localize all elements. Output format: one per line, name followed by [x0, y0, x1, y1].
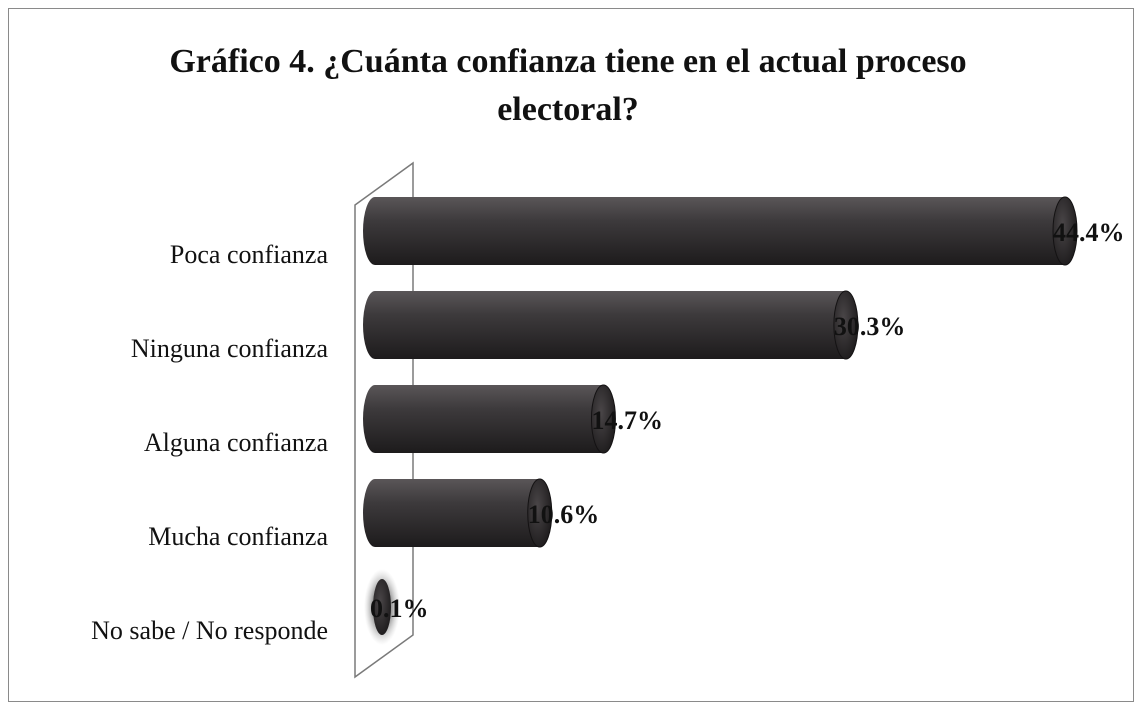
- bar-no-sabe-no-responde: [373, 579, 391, 635]
- bar-cap-alguna-confianza: [590, 384, 616, 454]
- bar-ninguna-confianza: [363, 291, 858, 359]
- value-label-alguna-confianza: 14.7%: [591, 406, 663, 435]
- bar-mucha-confianza: [363, 479, 552, 547]
- category-label-ninguna-confianza: Ninguna confianza: [131, 334, 329, 363]
- value-label-ninguna-confianza: 30.3%: [834, 312, 906, 341]
- labels-group: Poca confianza 44.4% Ninguna confianza 30.3…: [91, 218, 1124, 645]
- value-label-poca-confianza: 44.4%: [1053, 218, 1125, 247]
- category-label-no-sabe-no-responde: No sabe / No responde: [91, 616, 328, 645]
- value-label-no-sabe-no-responde: 0.1%: [370, 594, 429, 623]
- bar-cap-ninguna-confianza: [833, 290, 859, 360]
- category-label-alguna-confianza: Alguna confianza: [144, 428, 329, 457]
- bar-cap-mucha-confianza: [527, 478, 553, 548]
- bar-poca-confianza: [363, 197, 1077, 265]
- category-label-poca-confianza: Poca confianza: [170, 240, 329, 269]
- category-label-mucha-confianza: Mucha confianza: [148, 522, 328, 551]
- value-label-mucha-confianza: 10.6%: [528, 500, 600, 529]
- bar-cap-poca-confianza: [1052, 196, 1078, 266]
- bars-group: [363, 196, 1078, 645]
- chart-title: Gráfico 4. ¿Cuánta confianza tiene en el…: [169, 43, 967, 128]
- bar-alguna-confianza: [363, 385, 616, 453]
